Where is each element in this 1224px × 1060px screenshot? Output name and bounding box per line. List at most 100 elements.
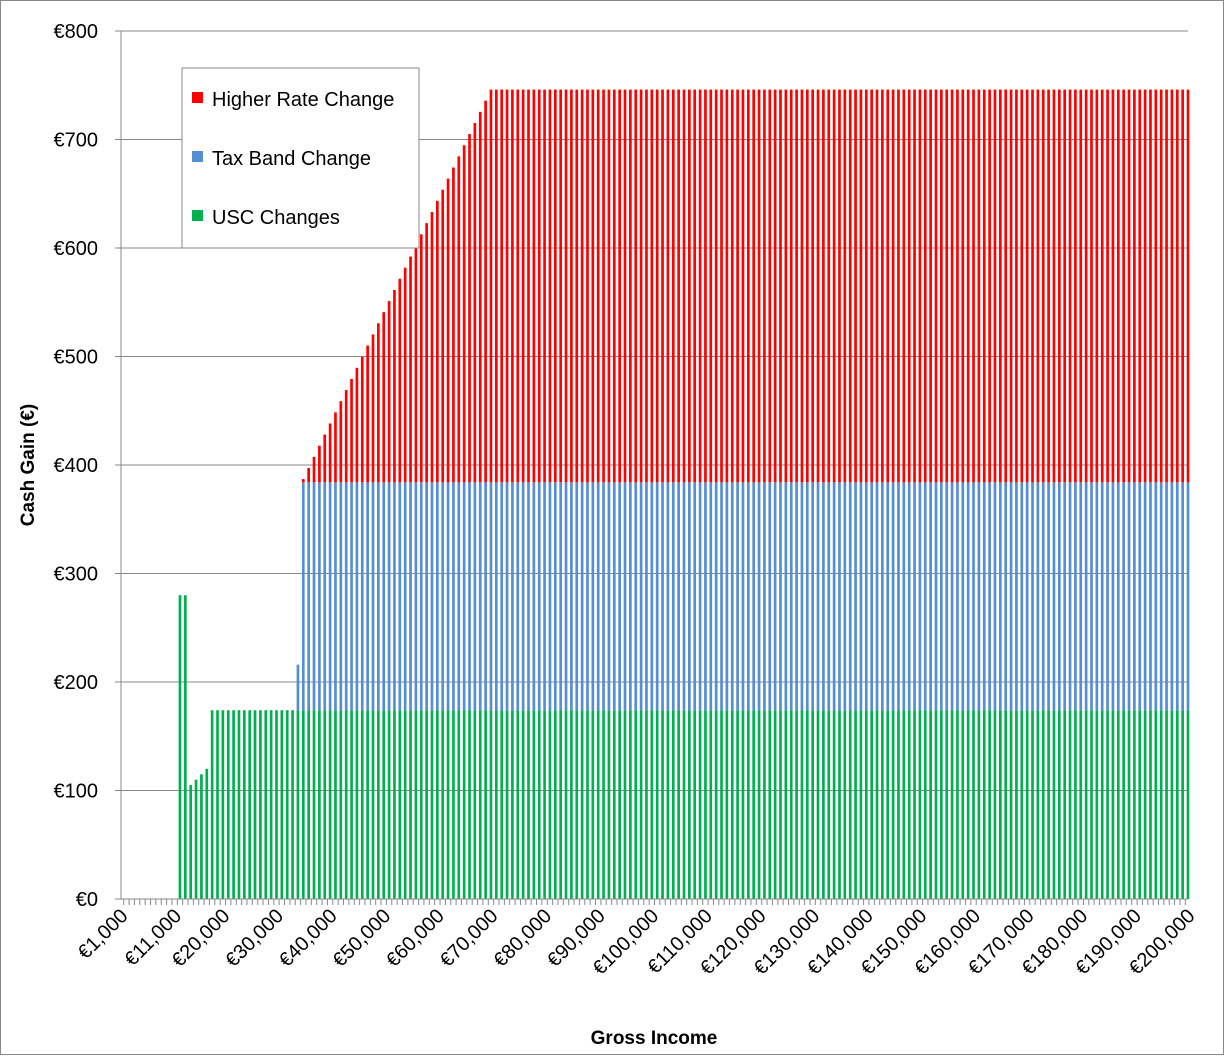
- bar-segment-usc-changes: [623, 710, 627, 899]
- bar-segment-tax-band-change: [950, 482, 954, 711]
- bar-segment-usc-changes: [1159, 710, 1163, 899]
- bar-segment-higher-rate-change: [800, 89, 804, 483]
- bar-segment-usc-changes: [1057, 710, 1061, 899]
- bar-segment-higher-rate-change: [339, 401, 343, 483]
- bar-segment-usc-changes: [1100, 710, 1104, 899]
- bar-segment-higher-rate-change: [1122, 89, 1125, 483]
- y-tick-label: €800: [54, 21, 99, 43]
- bar-segment-tax-band-change: [1186, 482, 1190, 711]
- bar-segment-usc-changes: [891, 710, 895, 899]
- bar-segment-tax-band-change: [918, 482, 922, 711]
- bar-segment-higher-rate-change: [956, 89, 959, 483]
- bar-segment-higher-rate-change: [854, 89, 857, 483]
- bar-segment-usc-changes: [323, 710, 327, 899]
- bar-segment-higher-rate-change: [516, 89, 520, 483]
- bar-segment-tax-band-change: [1063, 482, 1067, 711]
- bar-segment-usc-changes: [269, 710, 273, 899]
- bar-segment-tax-band-change: [725, 482, 729, 711]
- bar-segment-tax-band-change: [1052, 482, 1056, 711]
- bar-segment-tax-band-change: [988, 482, 991, 711]
- bar-segment-tax-band-change: [548, 482, 552, 711]
- bar-segment-usc-changes: [671, 710, 675, 899]
- bar-segment-higher-rate-change: [757, 89, 761, 483]
- bar-segment-tax-band-change: [505, 482, 509, 711]
- bar-segment-usc-changes: [773, 710, 777, 899]
- bar-segment-tax-band-change: [1057, 482, 1061, 711]
- bar-segment-usc-changes: [923, 710, 927, 899]
- bar-segment-tax-band-change: [339, 482, 343, 711]
- bar-segment-higher-rate-change: [494, 89, 498, 483]
- bar-segment-usc-changes: [430, 710, 434, 899]
- bar-segment-higher-rate-change: [902, 89, 906, 483]
- bar-segment-usc-changes: [355, 710, 359, 899]
- bar-segment-higher-rate-change: [575, 89, 579, 483]
- bar-segment-higher-rate-change: [414, 245, 418, 483]
- bar-segment-usc-changes: [1004, 710, 1008, 899]
- bar-segment-higher-rate-change: [602, 89, 605, 483]
- bar-segment-higher-rate-change: [521, 89, 525, 483]
- bar-segment-usc-changes: [832, 710, 836, 899]
- bar-segment-tax-band-change: [328, 482, 332, 711]
- bar-segment-higher-rate-change: [763, 89, 766, 483]
- bar-segment-higher-rate-change: [1116, 89, 1120, 483]
- bar-segment-tax-band-change: [677, 482, 680, 711]
- bar-segment-higher-rate-change: [1079, 89, 1083, 483]
- bar-segment-usc-changes: [816, 710, 820, 899]
- y-tick-label: €200: [54, 672, 99, 694]
- bar-segment-usc-changes: [827, 710, 831, 899]
- bar-segment-usc-changes: [1143, 710, 1147, 899]
- bar-segment-usc-changes: [591, 710, 595, 899]
- bar-segment-usc-changes: [763, 710, 766, 899]
- bar-segment-tax-band-change: [746, 482, 750, 711]
- bar-segment-higher-rate-change: [1175, 89, 1179, 483]
- bar-segment-tax-band-change: [403, 482, 407, 711]
- bar-segment-usc-changes: [484, 710, 487, 899]
- bar-segment-usc-changes: [1068, 710, 1072, 899]
- bar-segment-usc-changes: [645, 710, 648, 899]
- legend-swatch-higher-rate: [192, 92, 203, 103]
- bar-segment-tax-band-change: [366, 482, 369, 711]
- bar-segment-usc-changes: [237, 710, 241, 899]
- bar-segment-tax-band-change: [655, 482, 659, 711]
- bar-segment-higher-rate-change: [999, 89, 1002, 483]
- bar-segment-higher-rate-change: [377, 323, 380, 483]
- y-axis-title: Cash Gain (€): [18, 404, 39, 526]
- bar-segment-usc-changes: [441, 710, 445, 899]
- bars: [178, 89, 1190, 899]
- bar-segment-tax-band-change: [789, 482, 793, 711]
- legend: Higher Rate Change Tax Band Change USC C…: [181, 67, 420, 249]
- bar-segment-tax-band-change: [350, 482, 353, 711]
- axes: [115, 30, 1188, 905]
- bar-segment-tax-band-change: [527, 482, 530, 711]
- bar-segment-higher-rate-change: [1106, 89, 1109, 483]
- bar-segment-usc-changes: [934, 710, 938, 899]
- bar-segment-tax-band-change: [736, 482, 739, 711]
- bar-segment-higher-rate-change: [553, 89, 557, 483]
- bar-segment-usc-changes: [1020, 710, 1024, 899]
- bar-segment-usc-changes: [746, 710, 750, 899]
- bar-segment-tax-band-change: [307, 482, 310, 711]
- y-tick-label: €300: [54, 564, 99, 586]
- bar-segment-tax-band-change: [1015, 482, 1018, 711]
- bar-segment-usc-changes: [360, 710, 364, 899]
- bar-segment-tax-band-change: [1009, 482, 1013, 711]
- bar-segment-usc-changes: [178, 595, 182, 899]
- bar-segment-usc-changes: [521, 710, 525, 899]
- bar-segment-tax-band-change: [886, 482, 890, 711]
- bar-segment-higher-rate-change: [1052, 89, 1056, 483]
- bar-segment-higher-rate-change: [360, 356, 364, 483]
- bar-segment-tax-band-change: [521, 482, 525, 711]
- legend-label-usc: USC Changes: [212, 207, 340, 229]
- bar-segment-usc-changes: [500, 710, 504, 899]
- bar-segment-usc-changes: [1090, 710, 1093, 899]
- bar-segment-higher-rate-change: [1127, 89, 1131, 483]
- bar-segment-higher-rate-change: [988, 89, 991, 483]
- bar-segment-usc-changes: [752, 710, 756, 899]
- bar-segment-tax-band-change: [934, 482, 938, 711]
- bar-segment-usc-changes: [468, 710, 471, 899]
- bar-segment-tax-band-change: [575, 482, 579, 711]
- bar-segment-tax-band-change: [559, 482, 563, 711]
- bar-segment-higher-rate-change: [559, 89, 563, 483]
- bar-segment-higher-rate-change: [1154, 89, 1158, 483]
- bar-segment-usc-changes: [886, 710, 890, 899]
